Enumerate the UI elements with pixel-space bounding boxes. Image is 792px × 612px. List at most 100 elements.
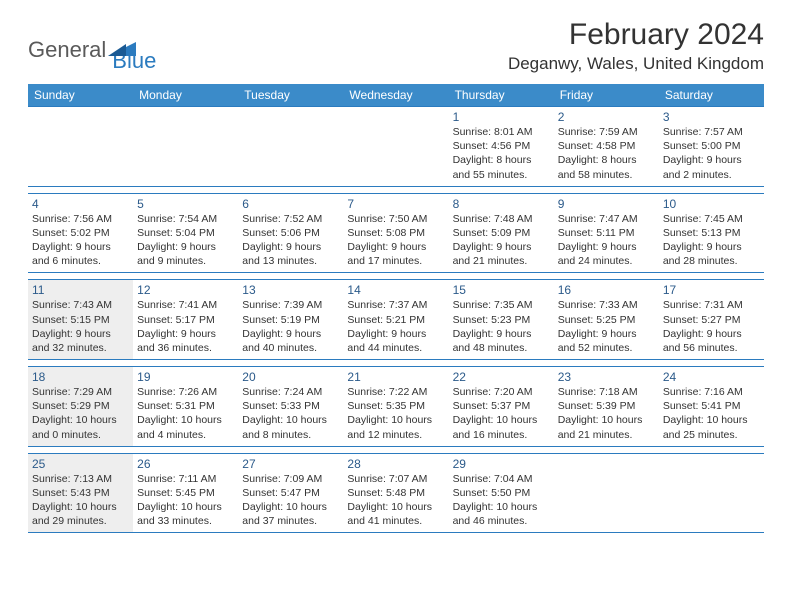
daylight-text: Daylight: 10 hours and 25 minutes. <box>663 413 760 441</box>
sunset-text: Sunset: 5:39 PM <box>558 399 655 413</box>
sunset-text: Sunset: 5:06 PM <box>242 226 339 240</box>
sunset-text: Sunset: 5:50 PM <box>453 486 550 500</box>
sunset-text: Sunset: 5:13 PM <box>663 226 760 240</box>
sunrise-text: Sunrise: 7:31 AM <box>663 298 760 312</box>
daylight-text: Daylight: 9 hours and 40 minutes. <box>242 327 339 355</box>
day-number: 3 <box>663 110 760 124</box>
location-subtitle: Deganwy, Wales, United Kingdom <box>508 54 764 74</box>
day-cell: 27Sunrise: 7:09 AMSunset: 5:47 PMDayligh… <box>238 454 343 533</box>
sunrise-text: Sunrise: 7:13 AM <box>32 472 129 486</box>
sunrise-text: Sunrise: 7:45 AM <box>663 212 760 226</box>
daylight-text: Daylight: 10 hours and 21 minutes. <box>558 413 655 441</box>
day-cell <box>133 107 238 186</box>
day-cell <box>554 454 659 533</box>
sunrise-text: Sunrise: 7:07 AM <box>347 472 444 486</box>
sunset-text: Sunset: 5:45 PM <box>137 486 234 500</box>
day-number: 2 <box>558 110 655 124</box>
day-number: 29 <box>453 457 550 471</box>
week-row: 1Sunrise: 8:01 AMSunset: 4:56 PMDaylight… <box>28 106 764 187</box>
weekday-header: Wednesday <box>343 84 448 106</box>
day-cell: 8Sunrise: 7:48 AMSunset: 5:09 PMDaylight… <box>449 194 554 273</box>
day-cell: 13Sunrise: 7:39 AMSunset: 5:19 PMDayligh… <box>238 280 343 359</box>
sunrise-text: Sunrise: 7:37 AM <box>347 298 444 312</box>
day-cell: 11Sunrise: 7:43 AMSunset: 5:15 PMDayligh… <box>28 280 133 359</box>
logo-text-general: General <box>28 37 106 63</box>
page-header: General Blue February 2024 Deganwy, Wale… <box>28 18 764 74</box>
day-cell <box>28 107 133 186</box>
sunrise-text: Sunrise: 7:11 AM <box>137 472 234 486</box>
sunset-text: Sunset: 5:15 PM <box>32 313 129 327</box>
day-number: 1 <box>453 110 550 124</box>
day-number: 11 <box>32 283 129 297</box>
sunset-text: Sunset: 5:04 PM <box>137 226 234 240</box>
day-cell: 7Sunrise: 7:50 AMSunset: 5:08 PMDaylight… <box>343 194 448 273</box>
daylight-text: Daylight: 9 hours and 13 minutes. <box>242 240 339 268</box>
day-number: 21 <box>347 370 444 384</box>
daylight-text: Daylight: 9 hours and 44 minutes. <box>347 327 444 355</box>
sunset-text: Sunset: 5:02 PM <box>32 226 129 240</box>
weekday-header: Sunday <box>28 84 133 106</box>
day-number: 22 <box>453 370 550 384</box>
day-number: 27 <box>242 457 339 471</box>
day-number: 17 <box>663 283 760 297</box>
daylight-text: Daylight: 10 hours and 0 minutes. <box>32 413 129 441</box>
sunrise-text: Sunrise: 7:26 AM <box>137 385 234 399</box>
daylight-text: Daylight: 9 hours and 56 minutes. <box>663 327 760 355</box>
day-cell: 20Sunrise: 7:24 AMSunset: 5:33 PMDayligh… <box>238 367 343 446</box>
daylight-text: Daylight: 10 hours and 29 minutes. <box>32 500 129 528</box>
sunrise-text: Sunrise: 7:54 AM <box>137 212 234 226</box>
daylight-text: Daylight: 8 hours and 58 minutes. <box>558 153 655 181</box>
day-number: 16 <box>558 283 655 297</box>
sunset-text: Sunset: 5:47 PM <box>242 486 339 500</box>
sunset-text: Sunset: 5:09 PM <box>453 226 550 240</box>
day-number: 14 <box>347 283 444 297</box>
daylight-text: Daylight: 10 hours and 37 minutes. <box>242 500 339 528</box>
day-number: 13 <box>242 283 339 297</box>
day-cell: 16Sunrise: 7:33 AMSunset: 5:25 PMDayligh… <box>554 280 659 359</box>
sunset-text: Sunset: 5:21 PM <box>347 313 444 327</box>
sunrise-text: Sunrise: 7:33 AM <box>558 298 655 312</box>
sunrise-text: Sunrise: 7:41 AM <box>137 298 234 312</box>
day-cell: 21Sunrise: 7:22 AMSunset: 5:35 PMDayligh… <box>343 367 448 446</box>
sunset-text: Sunset: 5:25 PM <box>558 313 655 327</box>
week-row: 11Sunrise: 7:43 AMSunset: 5:15 PMDayligh… <box>28 279 764 360</box>
week-row: 4Sunrise: 7:56 AMSunset: 5:02 PMDaylight… <box>28 193 764 274</box>
daylight-text: Daylight: 9 hours and 9 minutes. <box>137 240 234 268</box>
day-number: 24 <box>663 370 760 384</box>
day-cell: 24Sunrise: 7:16 AMSunset: 5:41 PMDayligh… <box>659 367 764 446</box>
daylight-text: Daylight: 9 hours and 17 minutes. <box>347 240 444 268</box>
daylight-text: Daylight: 9 hours and 48 minutes. <box>453 327 550 355</box>
day-cell: 10Sunrise: 7:45 AMSunset: 5:13 PMDayligh… <box>659 194 764 273</box>
sunset-text: Sunset: 5:19 PM <box>242 313 339 327</box>
day-cell: 26Sunrise: 7:11 AMSunset: 5:45 PMDayligh… <box>133 454 238 533</box>
sunrise-text: Sunrise: 7:50 AM <box>347 212 444 226</box>
day-cell <box>238 107 343 186</box>
day-cell: 6Sunrise: 7:52 AMSunset: 5:06 PMDaylight… <box>238 194 343 273</box>
daylight-text: Daylight: 9 hours and 32 minutes. <box>32 327 129 355</box>
sunset-text: Sunset: 5:31 PM <box>137 399 234 413</box>
sunset-text: Sunset: 5:35 PM <box>347 399 444 413</box>
calendar: SundayMondayTuesdayWednesdayThursdayFrid… <box>28 84 764 533</box>
day-cell: 3Sunrise: 7:57 AMSunset: 5:00 PMDaylight… <box>659 107 764 186</box>
logo: General Blue <box>28 18 156 74</box>
week-row: 18Sunrise: 7:29 AMSunset: 5:29 PMDayligh… <box>28 366 764 447</box>
sunrise-text: Sunrise: 7:43 AM <box>32 298 129 312</box>
daylight-text: Daylight: 9 hours and 36 minutes. <box>137 327 234 355</box>
day-cell <box>659 454 764 533</box>
sunrise-text: Sunrise: 7:56 AM <box>32 212 129 226</box>
day-number: 25 <box>32 457 129 471</box>
day-cell: 23Sunrise: 7:18 AMSunset: 5:39 PMDayligh… <box>554 367 659 446</box>
sunset-text: Sunset: 5:29 PM <box>32 399 129 413</box>
sunrise-text: Sunrise: 7:47 AM <box>558 212 655 226</box>
day-number: 4 <box>32 197 129 211</box>
sunrise-text: Sunrise: 7:35 AM <box>453 298 550 312</box>
day-number: 20 <box>242 370 339 384</box>
sunset-text: Sunset: 5:41 PM <box>663 399 760 413</box>
daylight-text: Daylight: 9 hours and 6 minutes. <box>32 240 129 268</box>
daylight-text: Daylight: 9 hours and 21 minutes. <box>453 240 550 268</box>
day-cell: 19Sunrise: 7:26 AMSunset: 5:31 PMDayligh… <box>133 367 238 446</box>
day-number: 23 <box>558 370 655 384</box>
sunrise-text: Sunrise: 7:39 AM <box>242 298 339 312</box>
day-cell: 12Sunrise: 7:41 AMSunset: 5:17 PMDayligh… <box>133 280 238 359</box>
sunrise-text: Sunrise: 7:04 AM <box>453 472 550 486</box>
